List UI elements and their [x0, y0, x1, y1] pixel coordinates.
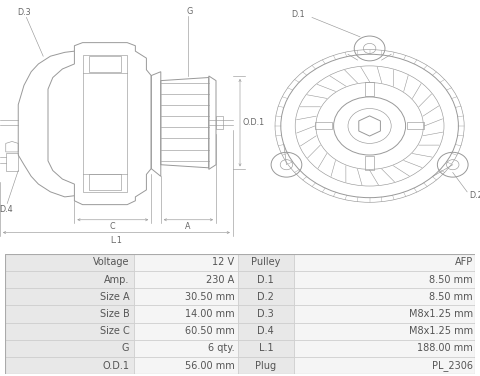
FancyBboxPatch shape: [134, 323, 238, 340]
Text: Size C: Size C: [100, 326, 130, 336]
Text: AFP: AFP: [455, 258, 473, 267]
Text: D.4: D.4: [257, 326, 274, 336]
FancyBboxPatch shape: [294, 305, 475, 323]
FancyBboxPatch shape: [238, 288, 294, 305]
Text: 230 A: 230 A: [206, 274, 234, 285]
Text: A: A: [185, 222, 191, 231]
FancyBboxPatch shape: [238, 323, 294, 340]
FancyBboxPatch shape: [294, 288, 475, 305]
FancyBboxPatch shape: [134, 357, 238, 374]
Text: D.3: D.3: [257, 309, 274, 319]
FancyBboxPatch shape: [294, 271, 475, 288]
Text: D.1: D.1: [291, 10, 305, 19]
FancyBboxPatch shape: [5, 323, 134, 340]
FancyBboxPatch shape: [238, 254, 294, 271]
Text: D.2: D.2: [469, 191, 480, 200]
FancyBboxPatch shape: [5, 254, 134, 271]
Text: Pulley: Pulley: [251, 258, 280, 267]
Text: Plug: Plug: [255, 361, 276, 370]
FancyBboxPatch shape: [5, 357, 134, 374]
FancyBboxPatch shape: [238, 357, 294, 374]
FancyBboxPatch shape: [5, 271, 134, 288]
Text: 30.50 mm: 30.50 mm: [185, 292, 234, 302]
Text: G: G: [186, 7, 193, 16]
Text: C: C: [110, 222, 116, 231]
Text: 60.50 mm: 60.50 mm: [185, 326, 234, 336]
FancyBboxPatch shape: [134, 288, 238, 305]
Text: M8x1.25 mm: M8x1.25 mm: [409, 326, 473, 336]
Text: L.1: L.1: [259, 343, 273, 353]
FancyBboxPatch shape: [134, 271, 238, 288]
Text: Voltage: Voltage: [93, 258, 130, 267]
Text: 14.00 mm: 14.00 mm: [185, 309, 234, 319]
Text: 188.00 mm: 188.00 mm: [417, 343, 473, 353]
Text: O.D.1: O.D.1: [102, 361, 130, 370]
FancyBboxPatch shape: [238, 305, 294, 323]
FancyBboxPatch shape: [134, 254, 238, 271]
Text: G: G: [122, 343, 130, 353]
FancyBboxPatch shape: [5, 305, 134, 323]
Text: Amp.: Amp.: [104, 274, 130, 285]
Text: 8.50 mm: 8.50 mm: [429, 274, 473, 285]
FancyBboxPatch shape: [294, 357, 475, 374]
Text: 8.50 mm: 8.50 mm: [429, 292, 473, 302]
FancyBboxPatch shape: [294, 340, 475, 357]
FancyBboxPatch shape: [294, 254, 475, 271]
Text: O.D.1: O.D.1: [242, 118, 264, 127]
Text: L.1: L.1: [110, 236, 122, 245]
FancyBboxPatch shape: [5, 288, 134, 305]
Text: PL_2306: PL_2306: [432, 360, 473, 371]
FancyBboxPatch shape: [5, 340, 134, 357]
Text: D.3: D.3: [17, 8, 31, 17]
Text: D.2: D.2: [257, 292, 274, 302]
Text: 6 qty.: 6 qty.: [208, 343, 234, 353]
Text: 12 V: 12 V: [212, 258, 234, 267]
Text: 56.00 mm: 56.00 mm: [185, 361, 234, 370]
FancyBboxPatch shape: [134, 305, 238, 323]
Text: D.4: D.4: [0, 205, 12, 214]
FancyBboxPatch shape: [134, 340, 238, 357]
Text: M8x1.25 mm: M8x1.25 mm: [409, 309, 473, 319]
Text: D.1: D.1: [257, 274, 274, 285]
Text: Size B: Size B: [100, 309, 130, 319]
FancyBboxPatch shape: [238, 340, 294, 357]
FancyBboxPatch shape: [294, 323, 475, 340]
Text: Size A: Size A: [100, 292, 130, 302]
FancyBboxPatch shape: [238, 271, 294, 288]
